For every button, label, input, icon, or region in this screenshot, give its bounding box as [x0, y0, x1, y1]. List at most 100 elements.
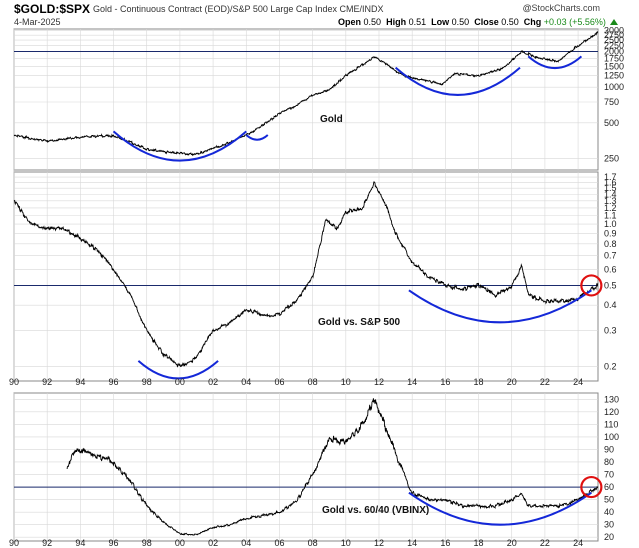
close-value: 0.50 [501, 17, 519, 27]
x-tick-label: 96 [109, 538, 119, 548]
highlight-circle [580, 274, 603, 297]
trend-arc [527, 55, 583, 69]
x-tick-label: 14 [407, 377, 417, 387]
y-tick-label: 0.2 [604, 362, 617, 372]
y-tick-label: 90 [604, 444, 614, 454]
change-value: +0.03 (+5.56%) [543, 17, 606, 27]
y-tick-label: 60 [604, 482, 614, 492]
x-tick-label: 20 [507, 538, 517, 548]
x-tick-label: 08 [308, 377, 318, 387]
high-value: 0.51 [408, 17, 427, 27]
y-tick-label: 500 [604, 118, 619, 128]
panel-2: 0.20.30.40.50.60.70.80.91.01.11.21.31.41… [13, 171, 617, 382]
x-tick-label: 10 [341, 377, 351, 387]
trend-arc [408, 289, 592, 324]
x-tick-label: 24 [573, 377, 583, 387]
price-series-line [66, 398, 599, 536]
x-tick-label: 08 [308, 538, 318, 548]
x-tick-label: 18 [474, 538, 484, 548]
y-tick-label: 1.1 [604, 211, 617, 221]
y-tick-label: 1.5 [604, 183, 617, 193]
trend-arc [408, 491, 592, 526]
y-tick-label: 0.5 [604, 280, 617, 290]
x-tick-label: 22 [540, 377, 550, 387]
x-tick-label: 20 [507, 377, 517, 387]
panel-3: 20 30 40 50 60 70 80 90 100 110 120 130 Gold vs. 60/… [9, 377, 619, 548]
x-tick-label: 00 [175, 377, 185, 387]
y-tick-label: 1.4 [604, 189, 617, 199]
y-tick-label: 1.6 [604, 177, 617, 187]
x-tick-label: 94 [75, 377, 85, 387]
x-tick-label: 06 [274, 538, 284, 548]
ticker-symbol: $GOLD:$SPX [14, 2, 91, 16]
chart-date: 4-Mar-2025 [14, 17, 61, 27]
x-tick-label: 16 [440, 538, 450, 548]
x-tick-label: 90 [9, 377, 19, 387]
y-tick-label: 250 [604, 154, 619, 164]
x-tick-label: 24 [573, 538, 583, 548]
y-tick-label: 40 [604, 507, 614, 517]
price-series-line [13, 181, 599, 368]
price-series-line [13, 31, 599, 157]
x-tick-label: 90 [9, 538, 19, 548]
panel-label: Gold [320, 114, 343, 125]
x-tick-label: 02 [208, 377, 218, 387]
y-tick-label: 80 [604, 457, 614, 467]
trend-arc [112, 130, 247, 162]
y-tick-label: 1250 [604, 71, 624, 81]
low-value: 0.50 [451, 17, 470, 27]
x-tick-label: 92 [42, 538, 52, 548]
quote-line: Open 0.50 High 0.51 Low 0.50 Close 0.50 … [338, 17, 618, 27]
open-value: 0.50 [363, 17, 382, 27]
x-tick-label: 04 [241, 377, 251, 387]
x-tick-label: 10 [341, 538, 351, 548]
y-tick-label: 130 [604, 394, 619, 404]
up-triangle-icon [609, 19, 618, 25]
y-tick-label: 100 [604, 432, 619, 442]
panel-frame [13, 392, 599, 542]
y-tick-label: 50 [604, 495, 614, 505]
y-tick-label: 110 [604, 419, 618, 429]
y-tick-label: 2500 [604, 35, 624, 45]
chart-description: Gold - Continuous Contract (EOD)/S&P 500… [93, 4, 384, 14]
y-tick-label: 1500 [604, 61, 624, 71]
y-tick-label: 120 [604, 407, 619, 417]
y-tick-label: 20 [604, 532, 614, 542]
trend-arc [245, 134, 269, 141]
x-tick-label: 04 [241, 538, 251, 548]
panel-1: 250 500 750 1000125015001750200022502500275… [13, 26, 624, 171]
y-tick-label: 1000 [604, 82, 624, 92]
x-tick-label: 94 [75, 538, 85, 548]
x-tick-label: 18 [474, 377, 484, 387]
x-tick-label: 16 [440, 377, 450, 387]
trend-arc [394, 66, 521, 96]
x-tick-label: 12 [374, 538, 384, 548]
y-tick-label: 30 [604, 520, 614, 530]
y-tick-label: 1.2 [604, 203, 617, 213]
x-tick-label: 98 [142, 538, 152, 548]
y-tick-label: 1750 [604, 53, 624, 63]
y-tick-label: 0.3 [604, 326, 617, 336]
y-tick-label: 1.7 [604, 172, 617, 182]
y-tick-label: 0.7 [604, 251, 617, 261]
chart-header: $GOLD:$SPX Gold - Continuous Contract (E… [0, 0, 639, 28]
x-tick-label: 12 [374, 377, 384, 387]
y-tick-label: 1.0 [604, 219, 617, 229]
y-tick-label: 2750 [604, 30, 624, 40]
y-tick-label: 0.4 [604, 300, 617, 310]
trend-arc [137, 360, 219, 380]
y-tick-label: 750 [604, 97, 619, 107]
x-tick-label: 98 [142, 377, 152, 387]
y-tick-label: 0.8 [604, 239, 617, 249]
x-tick-label: 92 [42, 377, 52, 387]
x-tick-label: 14 [407, 538, 417, 548]
y-tick-label: 1.3 [604, 196, 617, 206]
panel-label: Gold vs. 60/40 (VBINX) [322, 505, 429, 516]
y-tick-label: 2250 [604, 40, 624, 50]
highlight-circle [580, 475, 603, 499]
panel-label: Gold vs. S&P 500 [318, 317, 401, 328]
x-tick-label: 96 [109, 377, 119, 387]
y-tick-label: 0.9 [604, 228, 617, 238]
y-tick-label: 2000 [604, 47, 624, 57]
